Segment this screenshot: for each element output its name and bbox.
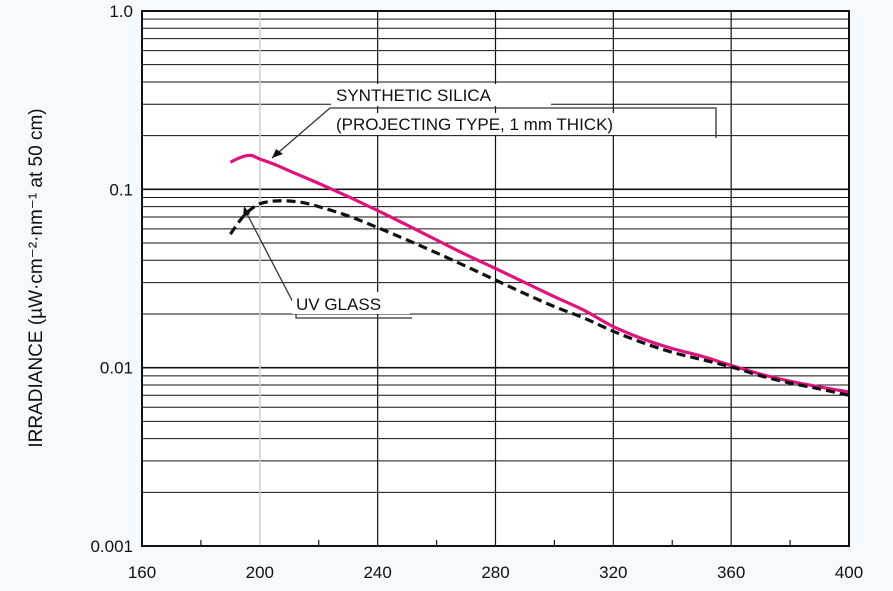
y-tick-label: 0.001 (90, 537, 133, 556)
x-tick-label: 240 (363, 563, 391, 582)
annotation-uv-glass: UV GLASS (243, 206, 412, 319)
y-tick-label: 0.1 (109, 180, 133, 199)
annotation-label-bg-3 (292, 292, 410, 314)
tick-labels: 160 200 240 280 320 360 400 0.001 0.01 0.1 1.0 (90, 2, 863, 582)
series-group (229, 153, 850, 397)
annotation-label-synthetic-silica-line2: (PROJECTING TYPE, 1 mm THICK) (336, 115, 613, 134)
x-tick-label: 360 (717, 563, 745, 582)
x-tick-label: 160 (128, 563, 156, 582)
annotation-label-synthetic-silica-line1: SYNTHETIC SILICA (336, 86, 492, 105)
series-line-uv-glass (229, 199, 850, 397)
x-tick-label: 280 (481, 563, 509, 582)
y-tick-label: 0.01 (100, 359, 133, 378)
x-tick-label: 400 (835, 563, 863, 582)
annotation-synthetic-silica: SYNTHETIC SILICA (PROJECTING TYPE, 1 mm … (271, 84, 717, 159)
annotation-leader-synthetic-silica (271, 107, 717, 159)
y-axis-label: IRRADIANCE (µW·cm⁻²·nm⁻¹ at 50 cm) (26, 108, 47, 447)
annotation-label-bg-1 (331, 84, 551, 106)
plot-frame (141, 10, 850, 547)
annotation-label-uv-glass: UV GLASS (296, 295, 381, 314)
x-tick-label: 320 (599, 563, 627, 582)
x-tick-label: 200 (246, 563, 274, 582)
arrowhead-synthetic-silica (272, 149, 283, 158)
series-line-synthetic-silica (229, 153, 850, 394)
grid (142, 11, 849, 546)
annotation-label-bg-2 (331, 113, 711, 135)
annotations: SYNTHETIC SILICA (PROJECTING TYPE, 1 mm … (243, 84, 717, 319)
arrowhead-uv-glass (243, 206, 250, 217)
y-tick-label: 1.0 (109, 2, 133, 21)
